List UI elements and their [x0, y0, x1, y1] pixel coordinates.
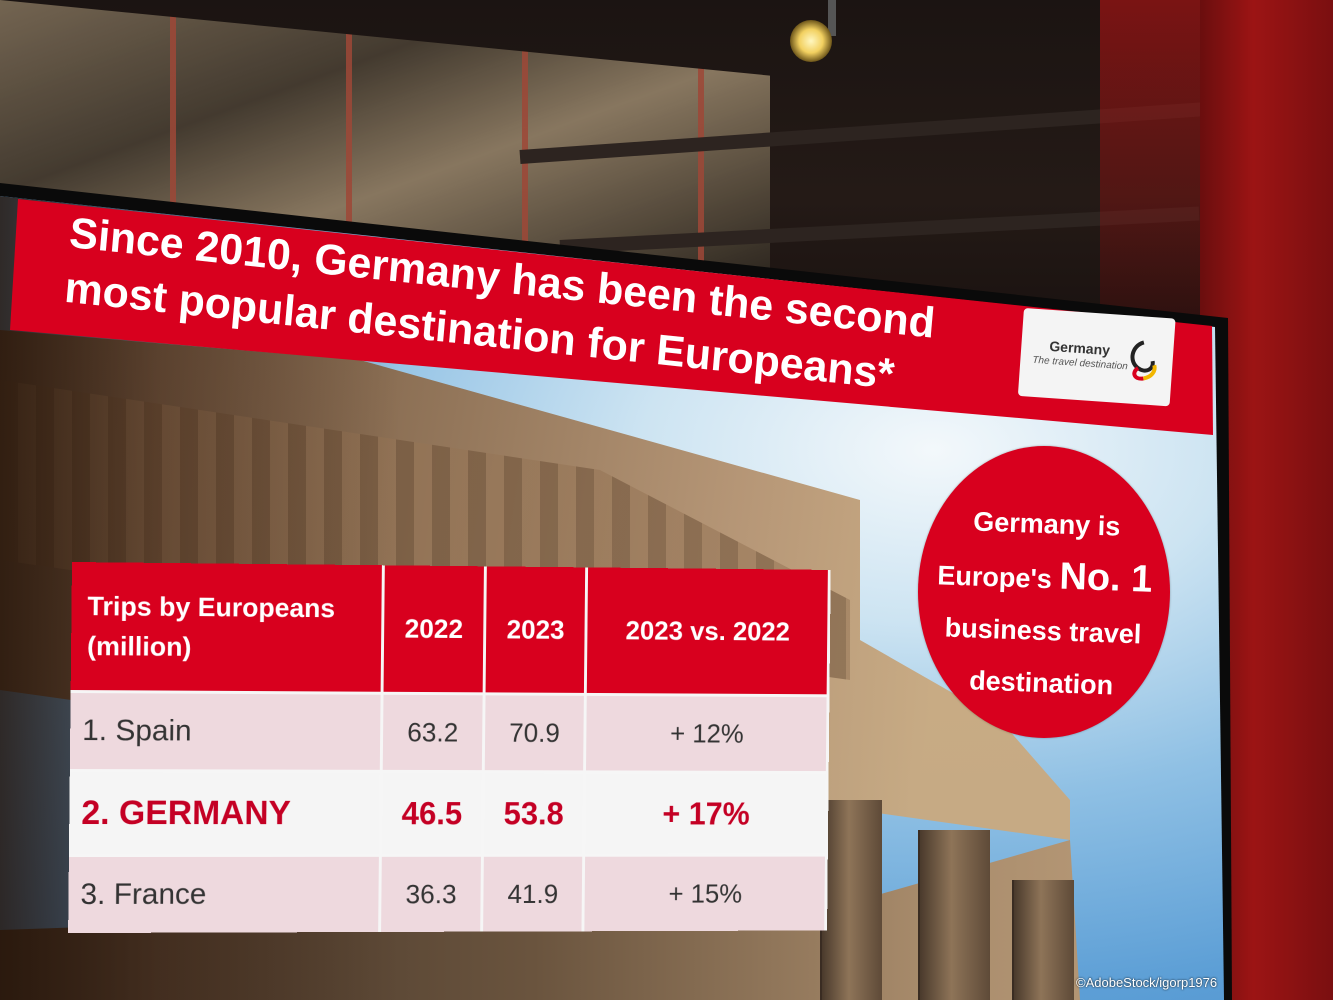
callout-line2-prefix: Europe's — [936, 560, 1053, 595]
country-cell: 3. France — [68, 855, 381, 934]
ceiling-lamp — [790, 20, 832, 62]
value-2022-cell: 46.5 — [380, 771, 484, 856]
table-header-row: Trips by Europeans (million) 2022 2023 2… — [70, 562, 830, 696]
callout-line3: business travel — [944, 612, 1142, 650]
country-cell: 1. Spain — [69, 691, 383, 772]
change-cell: + 17% — [583, 771, 828, 856]
callout-emphasis: No. 1 — [1058, 555, 1154, 601]
change-cell: + 12% — [584, 694, 829, 773]
table-row: 3. France 36.3 41.9 + 15% — [68, 855, 827, 934]
germany-travel-logo: Germany The travel destination — [1017, 308, 1176, 407]
header-2022: 2022 — [382, 565, 486, 694]
value-2023-cell: 70.9 — [483, 693, 586, 772]
logo-name: Germany — [1048, 337, 1111, 359]
photo-credit: ©AdobeStock/igorp1976 — [1076, 975, 1218, 990]
country-cell: 2. GERMANY — [68, 770, 382, 856]
callout-line1: Germany is — [972, 506, 1121, 542]
header-trips: Trips by Europeans (million) — [70, 562, 384, 694]
table-row: 2. GERMANY 46.5 53.8 + 17% — [68, 770, 828, 856]
value-2023-cell: 41.9 — [481, 855, 584, 932]
header-change: 2023 vs. 2022 — [585, 567, 830, 696]
callout-line2: Europe's No. 1 — [918, 546, 1172, 610]
value-2023-cell: 53.8 — [482, 771, 585, 856]
callout-text: Germany is Europe's No. 1 business trave… — [914, 494, 1173, 714]
swirl-logo-icon — [1130, 340, 1157, 381]
lamp-arm — [828, 0, 836, 36]
callout-line4: destination — [968, 665, 1114, 701]
table-row: 1. Spain 63.2 70.9 + 12% — [69, 691, 829, 773]
logo-tagline: The travel destination — [1031, 354, 1129, 373]
value-2022-cell: 36.3 — [379, 855, 483, 932]
business-travel-callout: Germany is Europe's No. 1 business trave… — [918, 446, 1170, 738]
change-cell: + 15% — [583, 855, 827, 932]
value-2022-cell: 63.2 — [381, 693, 485, 772]
header-2023: 2023 — [484, 566, 587, 695]
trips-table: Trips by Europeans (million) 2022 2023 2… — [68, 562, 831, 934]
